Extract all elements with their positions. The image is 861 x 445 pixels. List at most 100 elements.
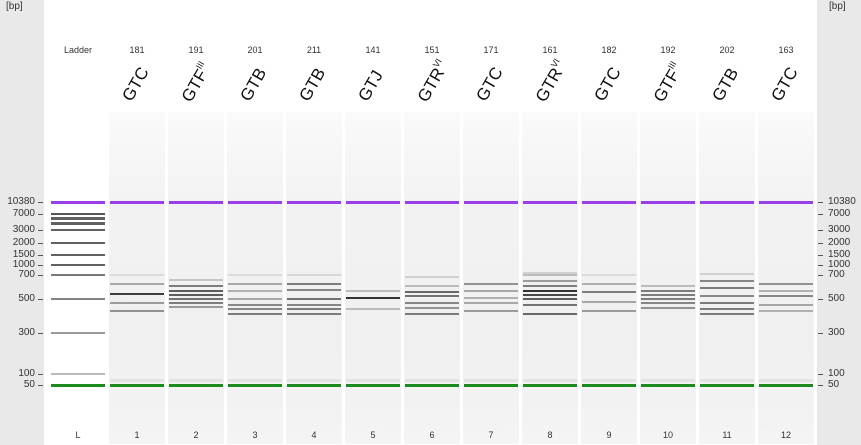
axis-tick-right	[818, 265, 823, 266]
lane-sample-number: 141	[365, 45, 381, 55]
axis-tick-right	[818, 333, 823, 334]
dna-band	[700, 295, 754, 298]
gel-lane-7	[463, 112, 519, 444]
lower-marker-band	[759, 383, 813, 387]
axis-tick-right	[818, 230, 823, 231]
lower-marker-shadow	[228, 378, 282, 382]
right-unit-label: [bp]	[829, 1, 846, 12]
lane-sample-number: 181	[129, 45, 145, 55]
axis-tick-right	[818, 385, 823, 386]
lower-marker-band	[110, 383, 164, 387]
sample-name-text: GTB	[708, 64, 743, 105]
dna-band	[523, 284, 577, 287]
lane-sample-number: 211	[306, 45, 322, 55]
lower-marker-shadow	[582, 378, 636, 382]
lane-sample-name: GTB	[227, 60, 283, 110]
dna-band	[110, 302, 164, 305]
dna-band	[523, 293, 577, 296]
upper-marker-band	[228, 200, 282, 204]
dna-band	[51, 253, 105, 257]
axis-tick-right	[818, 275, 823, 276]
upper-marker-band	[110, 200, 164, 204]
right-axis-panel	[817, 0, 861, 445]
dna-band	[641, 306, 695, 309]
dna-band	[169, 293, 223, 296]
lane-label: 7	[488, 430, 494, 440]
lower-marker-shadow	[759, 378, 813, 382]
lane-sample-name: GTFIII	[168, 59, 224, 110]
axis-tick-left	[38, 333, 43, 334]
axis-label-right-100: 100	[828, 368, 845, 379]
dna-band	[287, 274, 341, 276]
dna-band	[51, 217, 105, 220]
upper-marker-band	[287, 200, 341, 204]
lane-sample-name: GTRVI	[404, 57, 460, 110]
gel-lane-11	[699, 112, 755, 444]
dna-band	[405, 306, 459, 309]
dna-band	[582, 300, 636, 303]
lane-label: 5	[370, 430, 376, 440]
lower-marker-band	[287, 383, 341, 387]
dna-band	[228, 312, 282, 315]
dna-band	[700, 302, 754, 305]
sample-name-text: GTF	[177, 66, 212, 106]
lower-marker-band	[582, 383, 636, 387]
sample-name-text: GTJ	[354, 67, 387, 105]
lane-sample-name: GTC	[581, 60, 637, 110]
dna-band	[582, 291, 636, 294]
axis-label-right-1000: 1000	[828, 259, 851, 270]
dna-band	[464, 282, 518, 285]
dna-band	[641, 293, 695, 296]
dna-band	[464, 296, 518, 299]
axis-tick-left	[38, 265, 43, 266]
dna-band	[346, 308, 400, 311]
dna-band	[405, 312, 459, 315]
axis-tick-left	[38, 230, 43, 231]
dna-band	[51, 273, 105, 277]
lower-marker-band	[641, 383, 695, 387]
dna-band	[464, 289, 518, 292]
dna-band	[523, 274, 577, 276]
dna-band	[641, 298, 695, 300]
dna-band	[464, 302, 518, 305]
axis-tick-right	[818, 202, 823, 203]
lower-marker-band	[228, 383, 282, 387]
dna-band	[759, 289, 813, 292]
lane-label: 6	[429, 430, 435, 440]
axis-label-left-10380: 10380	[7, 196, 35, 207]
axis-tick-right	[818, 214, 823, 215]
gel-lane-9	[581, 112, 637, 444]
axis-label-right-1500: 1500	[828, 249, 851, 260]
gel-lane-8	[522, 112, 578, 444]
dna-band	[110, 274, 164, 276]
dna-band	[700, 273, 754, 276]
gel-lane-12	[758, 112, 814, 444]
upper-marker-band	[346, 200, 400, 204]
dna-band	[51, 297, 105, 301]
dna-band	[405, 295, 459, 298]
dna-band	[287, 303, 341, 306]
lane-sample-number: 201	[247, 45, 263, 55]
sample-name-text: GTF	[649, 66, 684, 106]
lane-label: L	[75, 430, 81, 440]
dna-band	[582, 282, 636, 285]
dna-band	[228, 282, 282, 285]
lane-sample-name: GTRVI	[522, 57, 578, 110]
dna-band	[110, 282, 164, 285]
lane-label: 1	[134, 430, 140, 440]
lower-marker-band	[464, 383, 518, 387]
axis-tick-right	[818, 255, 823, 256]
upper-marker-band	[464, 200, 518, 204]
lane-label: 2	[193, 430, 199, 440]
dna-band	[169, 302, 223, 305]
axis-label-left-1500: 1500	[12, 249, 35, 260]
dna-band	[110, 309, 164, 312]
axis-tick-left	[38, 202, 43, 203]
dna-band	[523, 271, 577, 274]
dna-band	[51, 331, 105, 335]
dna-band	[287, 308, 341, 311]
axis-tick-left	[38, 214, 43, 215]
dna-band	[169, 284, 223, 287]
axis-label-right-500: 500	[828, 293, 845, 304]
dna-band	[759, 295, 813, 298]
